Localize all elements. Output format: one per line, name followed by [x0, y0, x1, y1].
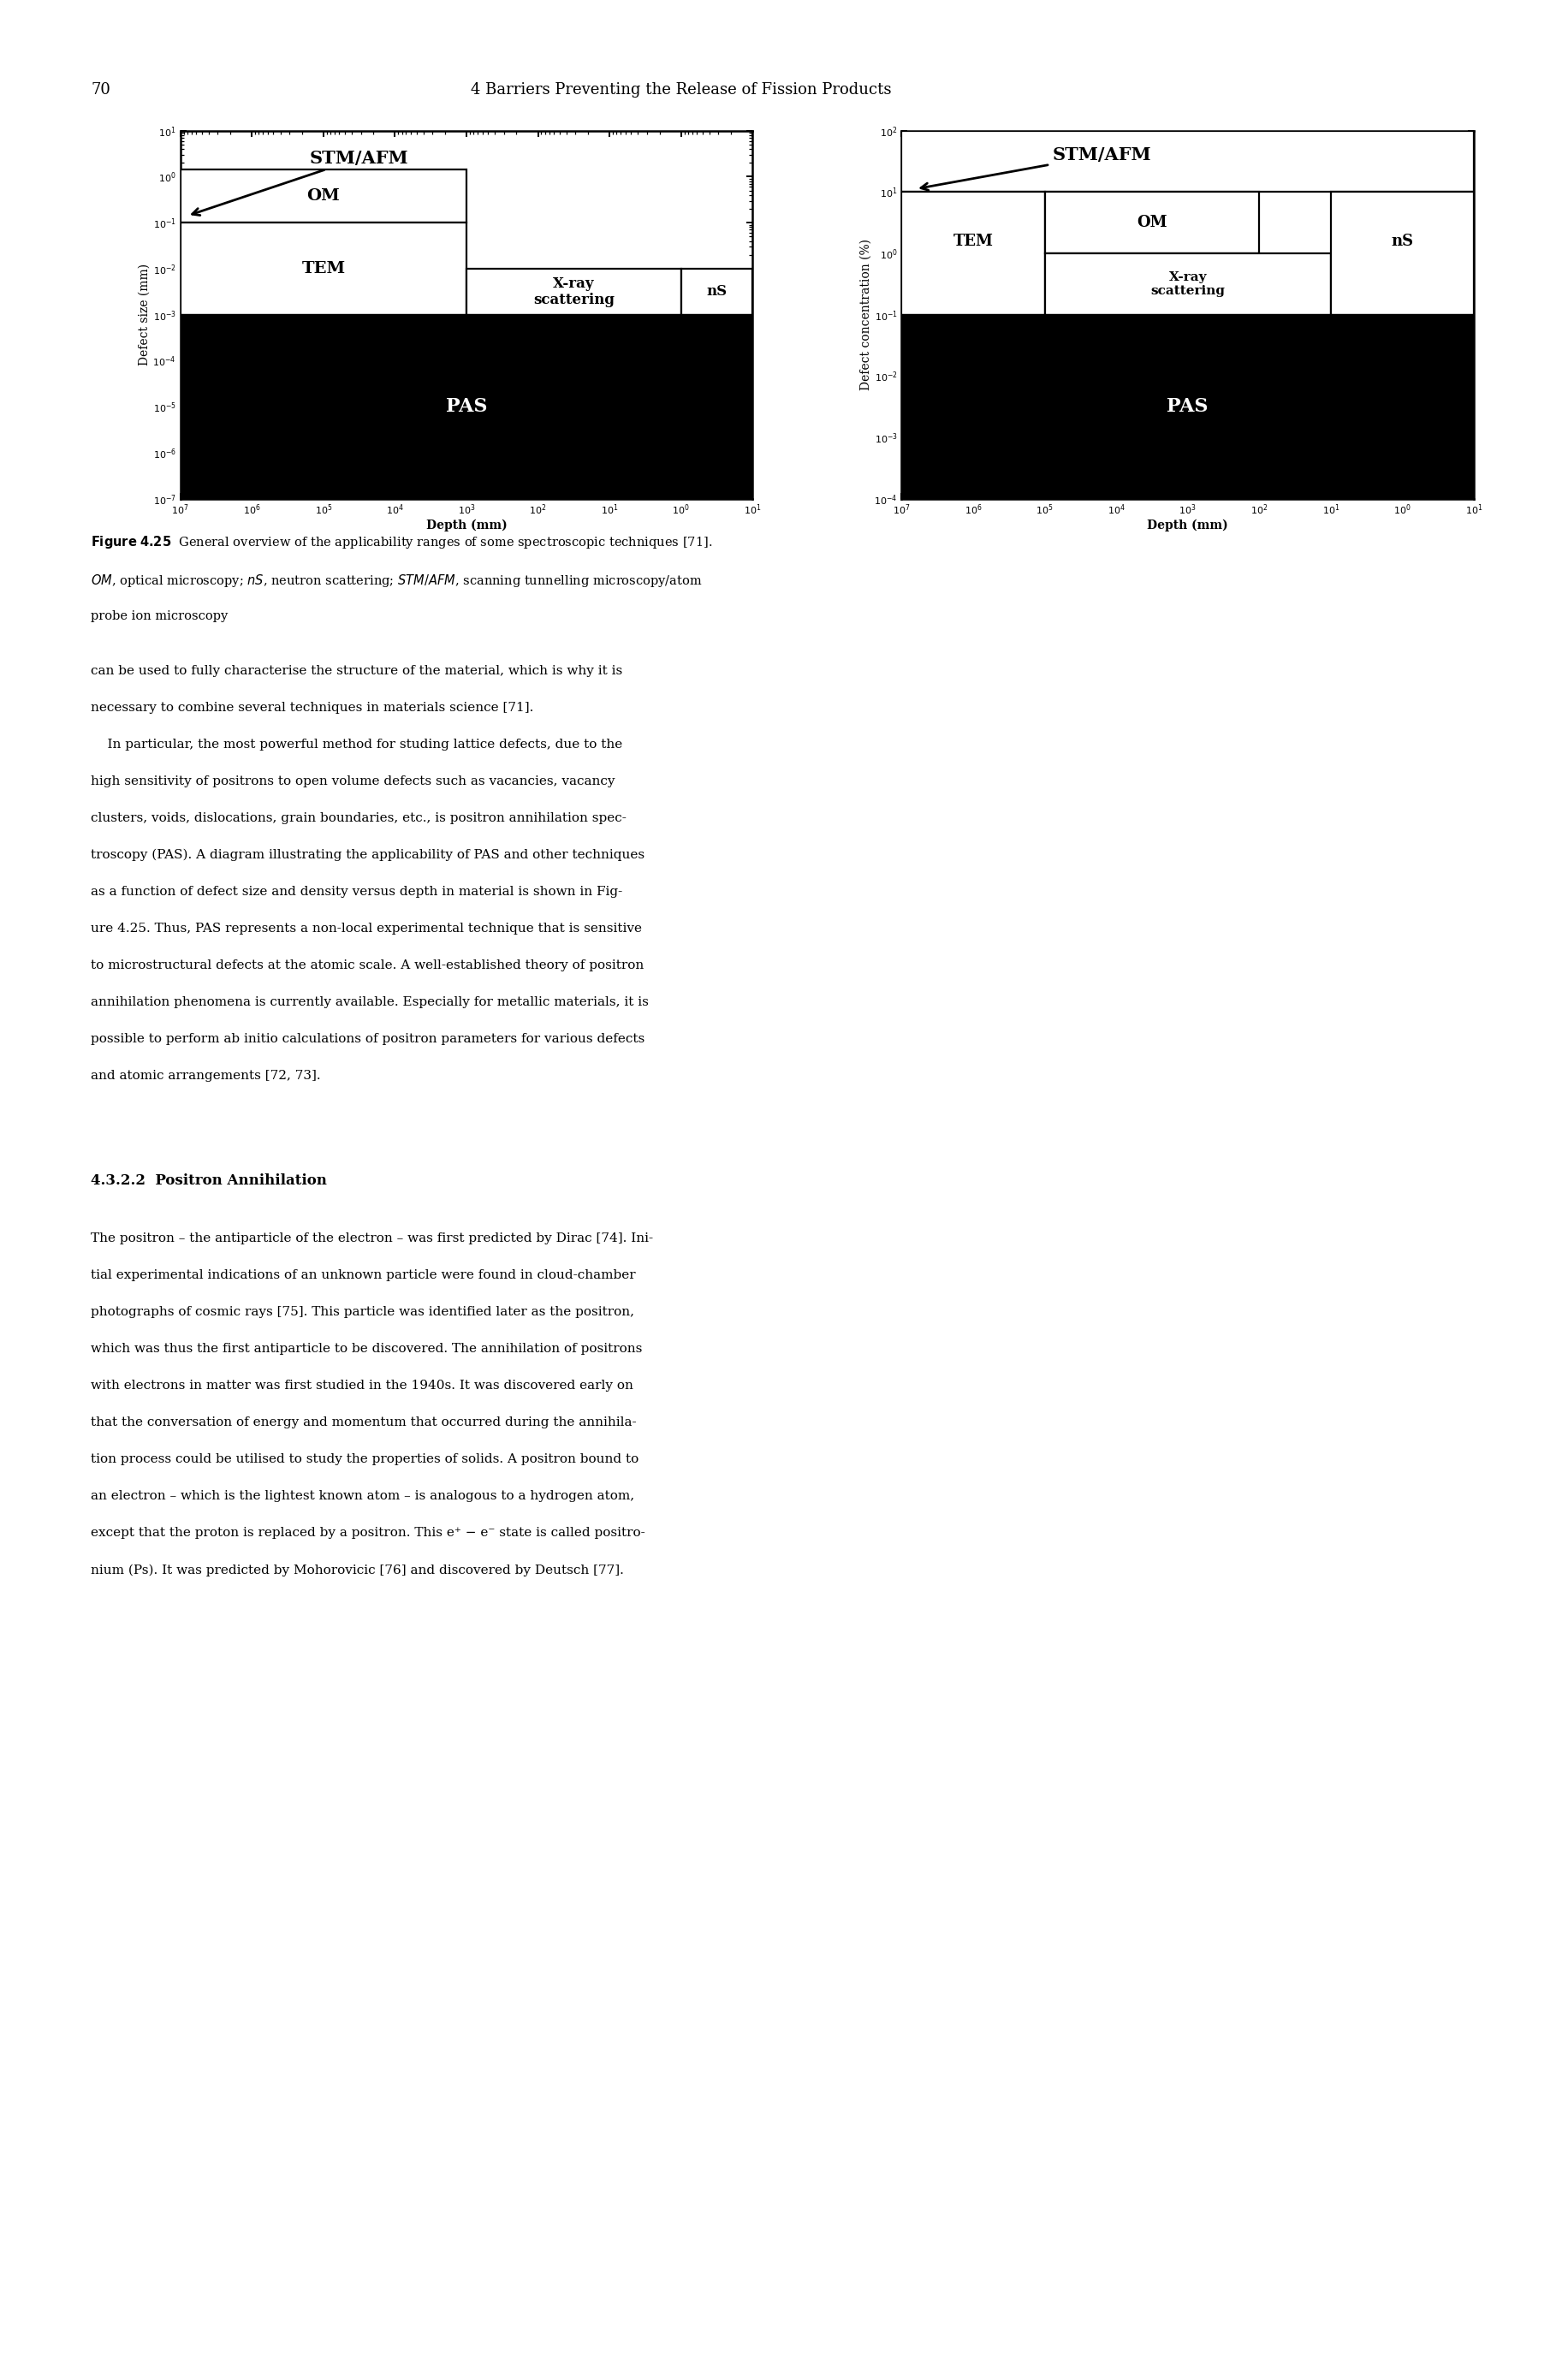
Text: probe ion microscopy: probe ion microscopy: [91, 610, 227, 622]
Text: PAS: PAS: [1167, 397, 1209, 416]
Text: PAS: PAS: [445, 397, 488, 416]
Text: 4.3.2.2  Positron Annihilation: 4.3.2.2 Positron Annihilation: [91, 1173, 328, 1188]
Text: 70: 70: [91, 81, 110, 97]
Text: that the conversation of energy and momentum that occurred during the annihila-: that the conversation of energy and mome…: [91, 1416, 637, 1430]
Text: annihilation phenomena is currently available. Especially for metallic materials: annihilation phenomena is currently avai…: [91, 998, 649, 1009]
Text: ure 4.25. Thus, PAS represents a non-local experimental technique that is sensit: ure 4.25. Thus, PAS represents a non-loc…: [91, 924, 643, 936]
Text: 4 Barriers Preventing the Release of Fission Products: 4 Barriers Preventing the Release of Fis…: [470, 81, 891, 97]
Text: except that the proton is replaced by a positron. This e⁺ − e⁻ state is called p: except that the proton is replaced by a …: [91, 1527, 646, 1539]
Bar: [902, 314, 1474, 499]
Text: X-ray
scattering: X-ray scattering: [533, 276, 615, 306]
X-axis label: Depth (mm): Depth (mm): [426, 520, 506, 532]
Bar: [180, 169, 467, 223]
Text: tion process could be utilised to study the properties of solids. A positron bou: tion process could be utilised to study …: [91, 1454, 638, 1465]
Text: with electrons in matter was first studied in the 1940s. It was discovered early: with electrons in matter was first studi…: [91, 1380, 633, 1392]
Bar: [467, 268, 681, 314]
Bar: [1331, 192, 1474, 314]
Bar: [1044, 254, 1331, 314]
Y-axis label: Defect concentration (%): Defect concentration (%): [859, 240, 872, 390]
Text: possible to perform ab initio calculations of positron parameters for various de: possible to perform ab initio calculatio…: [91, 1033, 644, 1045]
Bar: [681, 268, 753, 314]
Bar: [902, 192, 1044, 314]
Text: nS: nS: [707, 285, 728, 299]
Text: troscopy (PAS). A diagram illustrating the applicability of PAS and other techni: troscopy (PAS). A diagram illustrating t…: [91, 850, 644, 862]
Text: as a function of defect size and density versus depth in material is shown in Fi: as a function of defect size and density…: [91, 886, 622, 898]
Text: OM: OM: [1137, 216, 1167, 230]
Text: STM/AFM: STM/AFM: [920, 147, 1151, 190]
Text: high sensitivity of positrons to open volume defects such as vacancies, vacancy: high sensitivity of positrons to open vo…: [91, 774, 615, 788]
Text: necessary to combine several techniques in materials science [71].: necessary to combine several techniques …: [91, 703, 533, 715]
Text: can be used to fully characterise the structure of the material, which is why it: can be used to fully characterise the st…: [91, 665, 622, 677]
Bar: [1044, 192, 1259, 254]
Text: The positron – the antiparticle of the electron – was first predicted by Dirac [: The positron – the antiparticle of the e…: [91, 1233, 654, 1245]
Text: nium (Ps). It was predicted by Mohorovicic [76] and discovered by Deutsch [77].: nium (Ps). It was predicted by Mohorovic…: [91, 1565, 624, 1577]
Text: X-ray
scattering: X-ray scattering: [1151, 271, 1225, 297]
Text: $\mathit{OM}$, optical microscopy; $\mathit{nS}$, neutron scattering; $\mathit{S: $\mathit{OM}$, optical microscopy; $\mat…: [91, 572, 702, 589]
Text: nS: nS: [1391, 233, 1414, 249]
Text: clusters, voids, dislocations, grain boundaries, etc., is positron annihilation : clusters, voids, dislocations, grain bou…: [91, 812, 627, 824]
Bar: [180, 314, 753, 499]
Text: $\mathbf{Figure\ 4.25}$  General overview of the applicability ranges of some sp: $\mathbf{Figure\ 4.25}$ General overview…: [91, 534, 712, 551]
Text: which was thus the first antiparticle to be discovered. The annihilation of posi: which was thus the first antiparticle to…: [91, 1344, 643, 1356]
Y-axis label: Defect size (mm): Defect size (mm): [138, 264, 151, 366]
Text: and atomic arrangements [72, 73].: and atomic arrangements [72, 73].: [91, 1069, 321, 1083]
Bar: [180, 223, 467, 314]
Text: an electron – which is the lightest known atom – is analogous to a hydrogen atom: an electron – which is the lightest know…: [91, 1492, 635, 1503]
Text: tial experimental indications of an unknown particle were found in cloud-chamber: tial experimental indications of an unkn…: [91, 1268, 637, 1283]
Text: In particular, the most powerful method for studing lattice defects, due to the: In particular, the most powerful method …: [91, 739, 622, 750]
Text: OM: OM: [307, 188, 340, 204]
Text: to microstructural defects at the atomic scale. A well-established theory of pos: to microstructural defects at the atomic…: [91, 960, 644, 971]
Text: TEM: TEM: [953, 233, 993, 249]
X-axis label: Depth (mm): Depth (mm): [1148, 520, 1228, 532]
Text: photographs of cosmic rays [75]. This particle was identified later as the posit: photographs of cosmic rays [75]. This pa…: [91, 1306, 635, 1318]
Text: STM/AFM: STM/AFM: [193, 150, 409, 216]
Text: TEM: TEM: [301, 261, 345, 276]
